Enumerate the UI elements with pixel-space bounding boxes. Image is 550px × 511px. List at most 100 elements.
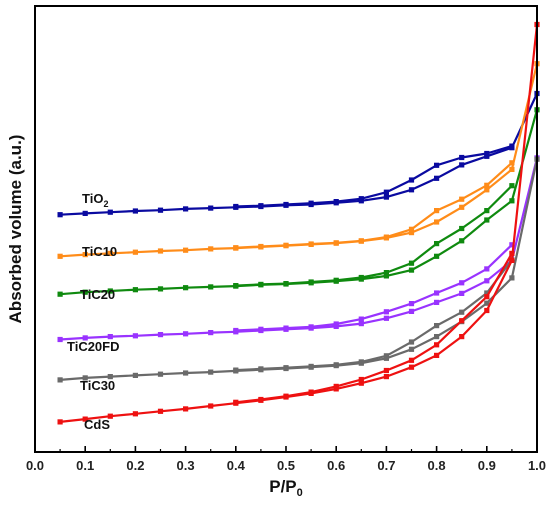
data-point-tic30-adsorption bbox=[157, 371, 164, 377]
data-point-tic30-desorption bbox=[484, 290, 490, 296]
data-point-tic10-desorption bbox=[333, 240, 339, 246]
data-point-tic30-adsorption bbox=[57, 377, 63, 383]
data-point-tic10-adsorption bbox=[107, 250, 113, 256]
series-tio2 bbox=[57, 90, 540, 218]
data-point-tic20-desorption bbox=[434, 241, 440, 247]
data-point-cds-adsorption bbox=[358, 380, 364, 386]
data-point-tic20fd-adsorption bbox=[484, 278, 490, 284]
series-line-tic20fd-desorption bbox=[235, 244, 513, 332]
series-line-tio2-desorption bbox=[235, 145, 513, 208]
series-line-tic20fd-adsorption bbox=[60, 157, 539, 341]
data-point-tic20fd-desorption bbox=[358, 316, 364, 322]
series-label-tic10: TiC10 bbox=[82, 244, 117, 259]
x-tick-label: 1.0 bbox=[528, 458, 546, 473]
data-point-tic20fd-adsorption bbox=[408, 308, 415, 314]
data-point-tic10-adsorption bbox=[434, 219, 440, 225]
data-point-cds-adsorption bbox=[82, 416, 88, 422]
data-point-cds-adsorption bbox=[408, 364, 415, 370]
data-point-cds-desorption bbox=[509, 250, 515, 256]
series-layer bbox=[57, 21, 540, 425]
x-tick-label: 0.6 bbox=[327, 458, 345, 473]
data-point-tic10-adsorption bbox=[484, 187, 490, 193]
data-point-tic20-adsorption bbox=[208, 284, 214, 290]
data-point-tic20-adsorption bbox=[107, 288, 113, 294]
data-point-tic20-desorption bbox=[408, 260, 415, 266]
data-point-tic20fd-adsorption bbox=[459, 290, 465, 296]
data-point-cds-desorption bbox=[408, 357, 415, 363]
x-tick-label: 0.9 bbox=[478, 458, 496, 473]
data-point-tic30-adsorption bbox=[509, 275, 515, 281]
data-point-tio2-adsorption bbox=[484, 153, 490, 159]
data-point-cds-desorption bbox=[434, 342, 440, 348]
series-label-tio2: TiO2 bbox=[82, 191, 108, 209]
data-point-tic10-adsorption bbox=[408, 230, 415, 236]
data-point-cds-desorption bbox=[358, 376, 364, 383]
series-tic20fd bbox=[57, 155, 540, 343]
data-point-tic20-desorption bbox=[509, 183, 515, 189]
data-point-tic20fd-adsorption bbox=[132, 333, 138, 339]
data-point-tic20fd-desorption bbox=[258, 326, 264, 332]
series-line-tic30-adsorption bbox=[60, 158, 539, 381]
data-point-tic20fd-desorption bbox=[408, 301, 415, 307]
label-layer: TiO2 TiC10 TiC20 TiC20FD TiC30 CdS 0.0 0.1 0.2 0.… bbox=[6, 135, 546, 499]
x-tick-label: 0.4 bbox=[227, 458, 246, 473]
data-point-cds-desorption bbox=[459, 318, 465, 324]
data-point-cds-desorption bbox=[283, 393, 289, 399]
data-point-tio2-desorption bbox=[408, 177, 415, 183]
data-point-tic30-adsorption bbox=[82, 375, 88, 381]
data-point-tic10-desorption bbox=[459, 196, 465, 202]
data-point-tic10-adsorption bbox=[82, 252, 88, 258]
data-point-tic30-adsorption bbox=[107, 374, 113, 380]
data-point-tio2-adsorption bbox=[157, 207, 164, 213]
data-point-tic30-adsorption bbox=[484, 300, 490, 306]
data-point-tic20-desorption bbox=[283, 281, 289, 287]
data-point-cds-adsorption bbox=[434, 352, 440, 358]
series-line-tic20-adsorption bbox=[60, 109, 539, 296]
data-point-tic30-desorption bbox=[459, 309, 465, 315]
data-point-tic30-adsorption bbox=[183, 370, 189, 376]
x-tick-label: 0.3 bbox=[177, 458, 195, 473]
data-point-tic20fd-adsorption bbox=[183, 331, 189, 337]
data-point-tic10-desorption bbox=[434, 208, 440, 214]
data-point-tic30-adsorption bbox=[208, 369, 214, 375]
data-point-tic20-desorption bbox=[333, 277, 339, 283]
x-tick-label: 0.1 bbox=[76, 458, 94, 473]
data-point-tic10-adsorption bbox=[459, 204, 465, 210]
series-label-tic30: TiC30 bbox=[80, 378, 115, 393]
data-point-tio2-adsorption bbox=[383, 194, 389, 200]
data-point-tic20fd-adsorption bbox=[82, 335, 88, 341]
data-point-cds-adsorption bbox=[383, 374, 389, 380]
data-point-tic20-desorption bbox=[484, 208, 490, 214]
data-point-tic20-adsorption bbox=[82, 289, 88, 295]
data-point-tic20-adsorption bbox=[157, 286, 164, 292]
data-point-cds-desorption bbox=[308, 389, 314, 395]
data-point-tio2-desorption bbox=[509, 143, 515, 149]
series-line-tic10-desorption bbox=[235, 161, 513, 249]
data-point-tic20-adsorption bbox=[459, 238, 465, 244]
data-point-tio2-desorption bbox=[233, 203, 239, 210]
series-tic10 bbox=[57, 61, 540, 259]
data-point-tio2-desorption bbox=[434, 162, 440, 168]
data-point-tic20fd-desorption bbox=[484, 266, 490, 272]
data-point-tic30-adsorption bbox=[408, 346, 415, 352]
data-point-tic20fd-desorption bbox=[383, 309, 389, 315]
data-point-cds-adsorption bbox=[509, 257, 515, 263]
x-tick-label: 0.2 bbox=[126, 458, 144, 473]
data-point-tic10-adsorption bbox=[509, 166, 515, 172]
data-point-tio2-adsorption bbox=[183, 206, 189, 212]
series-line-cds-adsorption bbox=[59, 24, 539, 423]
data-point-tio2-desorption bbox=[484, 150, 490, 157]
data-point-tic20-adsorption bbox=[57, 291, 63, 297]
data-point-tic10-desorption bbox=[233, 245, 239, 251]
series-tic20 bbox=[57, 107, 540, 297]
data-point-tic20fd-adsorption bbox=[107, 334, 113, 340]
data-point-tic20fd-desorption bbox=[233, 327, 239, 334]
data-point-cds-adsorption bbox=[208, 403, 214, 409]
data-point-cds-desorption bbox=[233, 399, 239, 405]
data-point-tio2-adsorption bbox=[107, 209, 113, 215]
data-point-tic20-desorption bbox=[233, 283, 239, 289]
data-point-tic30-desorption bbox=[258, 366, 264, 372]
data-point-tic20-desorption bbox=[459, 225, 465, 232]
series-line-cds-desorption bbox=[235, 252, 513, 404]
